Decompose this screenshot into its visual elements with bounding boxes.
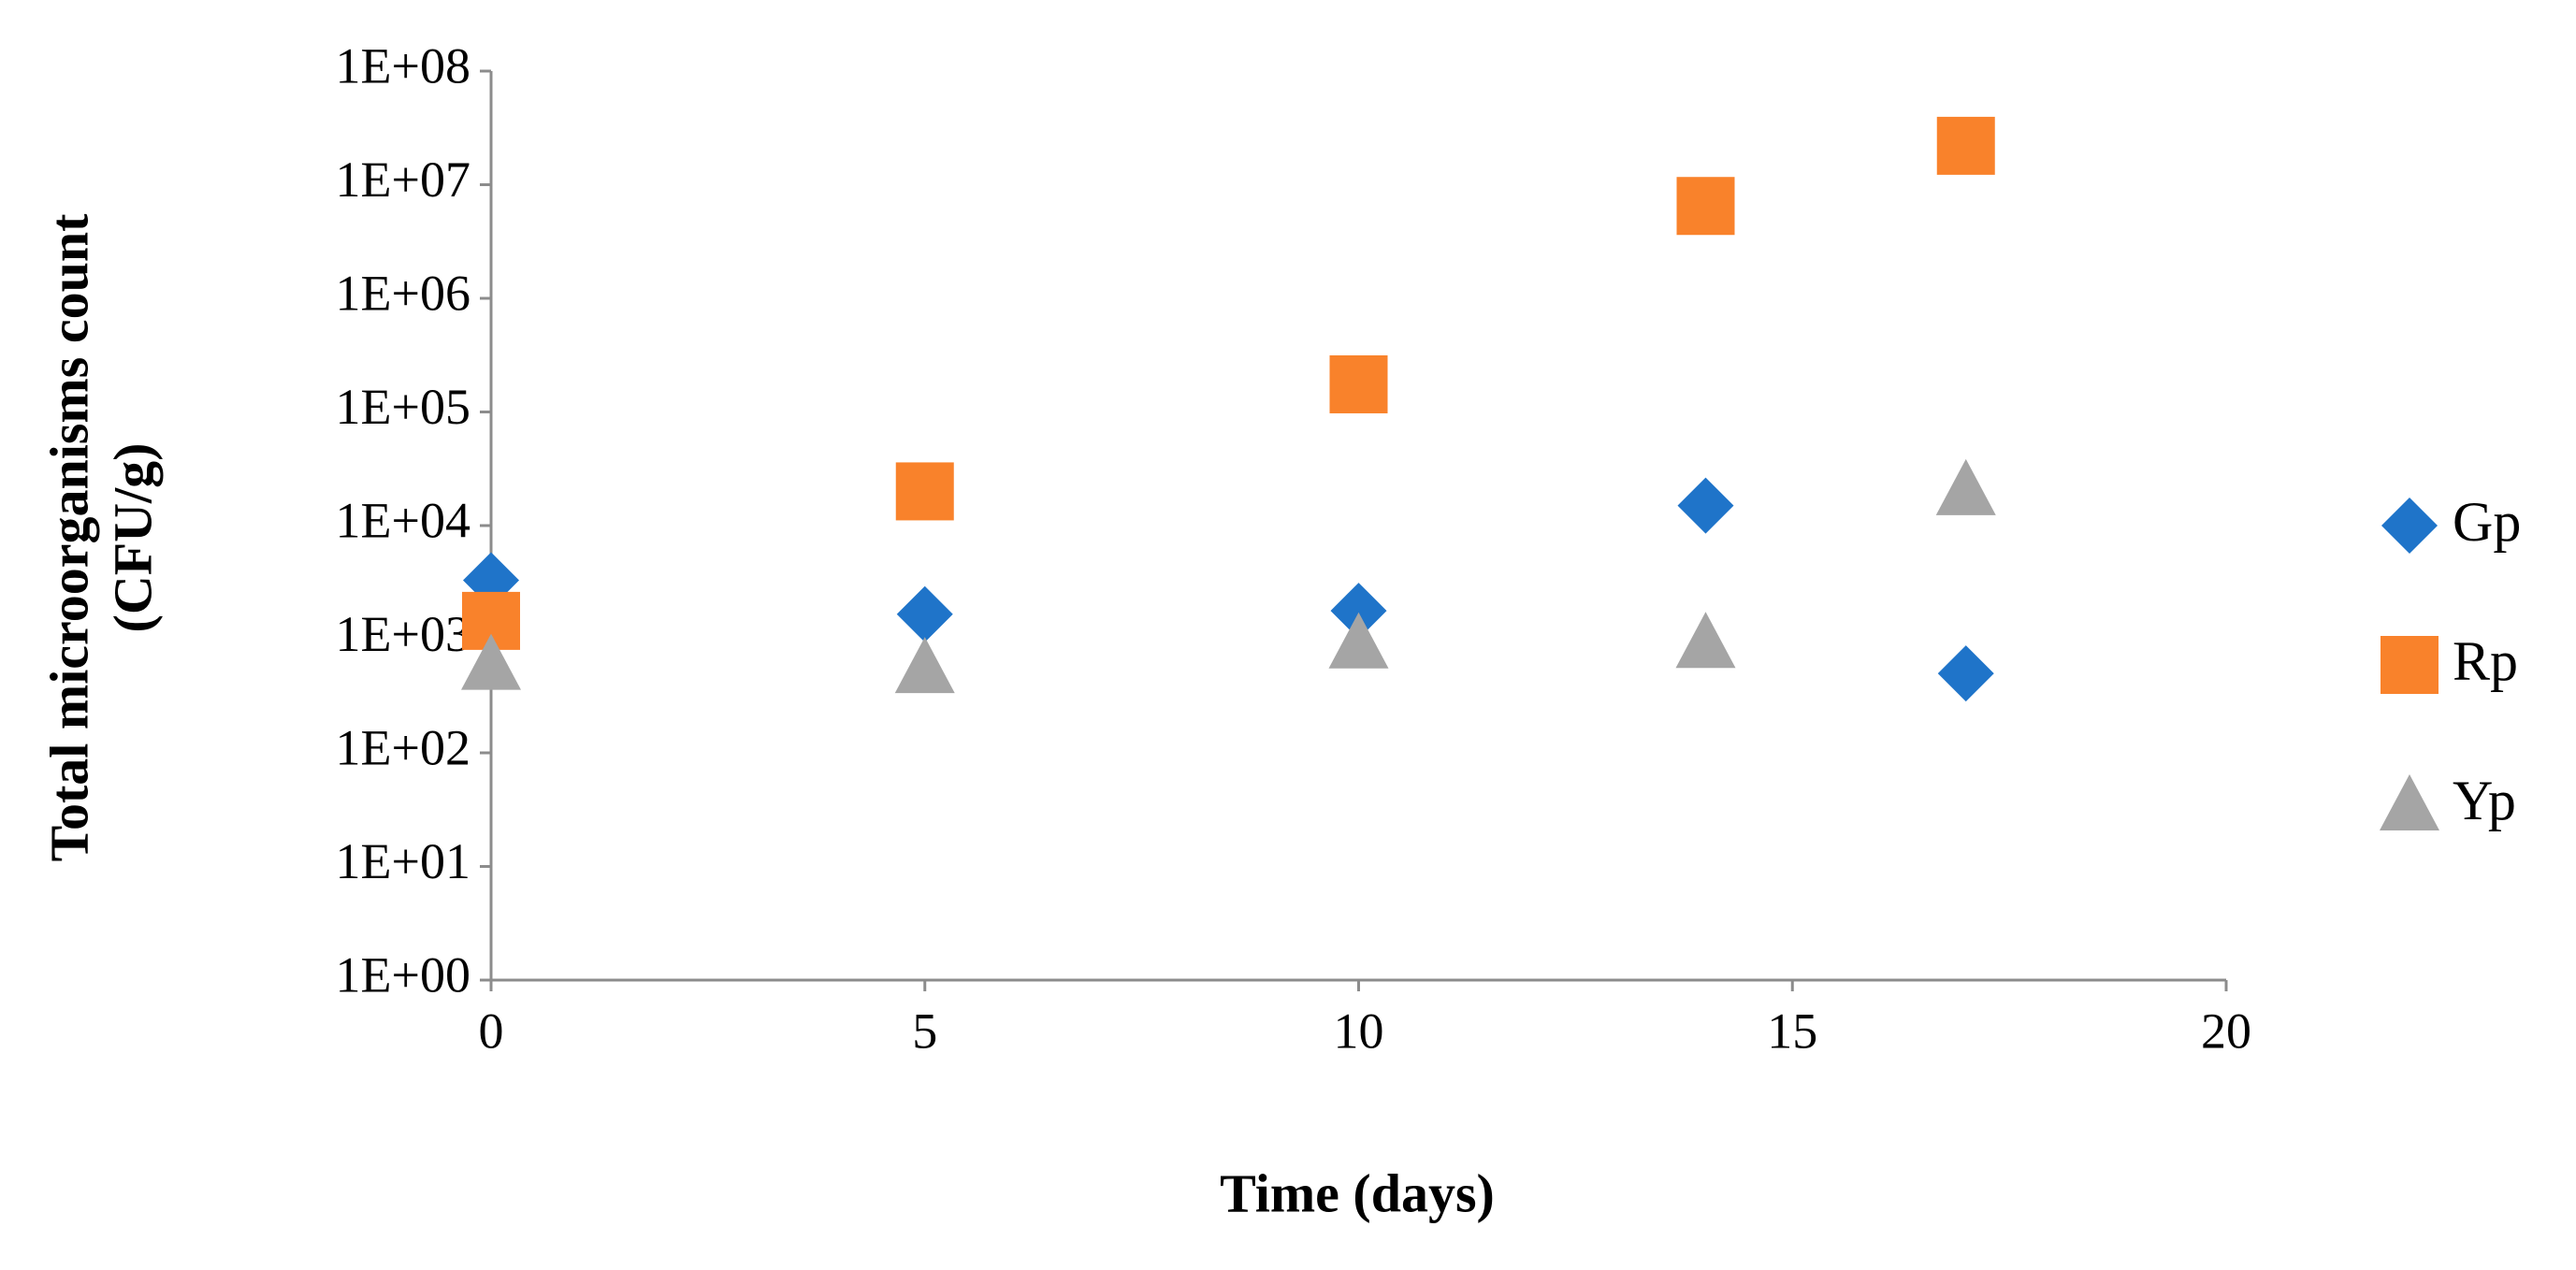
point	[1937, 645, 1994, 702]
point	[1936, 116, 1995, 175]
x-tick-label: 5	[912, 1003, 937, 1059]
point	[1675, 612, 1736, 669]
legend-label: Yp	[2453, 770, 2516, 831]
y-tick-label: 1E+00	[336, 946, 470, 1003]
y-tick-label: 1E+03	[336, 606, 470, 662]
legend-marker	[2380, 774, 2439, 830]
legend-marker	[2381, 498, 2438, 554]
y-tick-label: 1E+07	[336, 152, 470, 208]
point	[896, 585, 953, 642]
x-axis-title: Time (days)	[1220, 1162, 1495, 1223]
y-axis-title: (CFU/g)	[102, 443, 163, 633]
y-tick-label: 1E+04	[336, 492, 470, 548]
legend-label: Rp	[2453, 630, 2518, 692]
x-tick-label: 15	[1767, 1003, 1817, 1059]
point	[461, 633, 521, 690]
legend-label: Gp	[2453, 491, 2521, 553]
x-tick-label: 0	[479, 1003, 504, 1059]
point	[1328, 612, 1389, 669]
point	[895, 462, 954, 521]
x-tick-label: 10	[1334, 1003, 1384, 1059]
point	[1677, 477, 1734, 534]
point	[1676, 177, 1735, 236]
legend-marker	[2381, 636, 2439, 694]
point	[1330, 583, 1387, 640]
point	[1935, 458, 1996, 515]
y-tick-label: 1E+02	[336, 719, 470, 775]
y-tick-label: 1E+06	[336, 265, 470, 321]
x-tick-label: 20	[2201, 1003, 2251, 1059]
y-axis-title: Total microorganisms count	[38, 213, 99, 861]
point	[894, 637, 955, 694]
y-tick-label: 1E+08	[336, 37, 470, 94]
point	[1329, 354, 1388, 413]
y-tick-label: 1E+05	[336, 379, 470, 435]
y-tick-label: 1E+01	[336, 833, 470, 889]
